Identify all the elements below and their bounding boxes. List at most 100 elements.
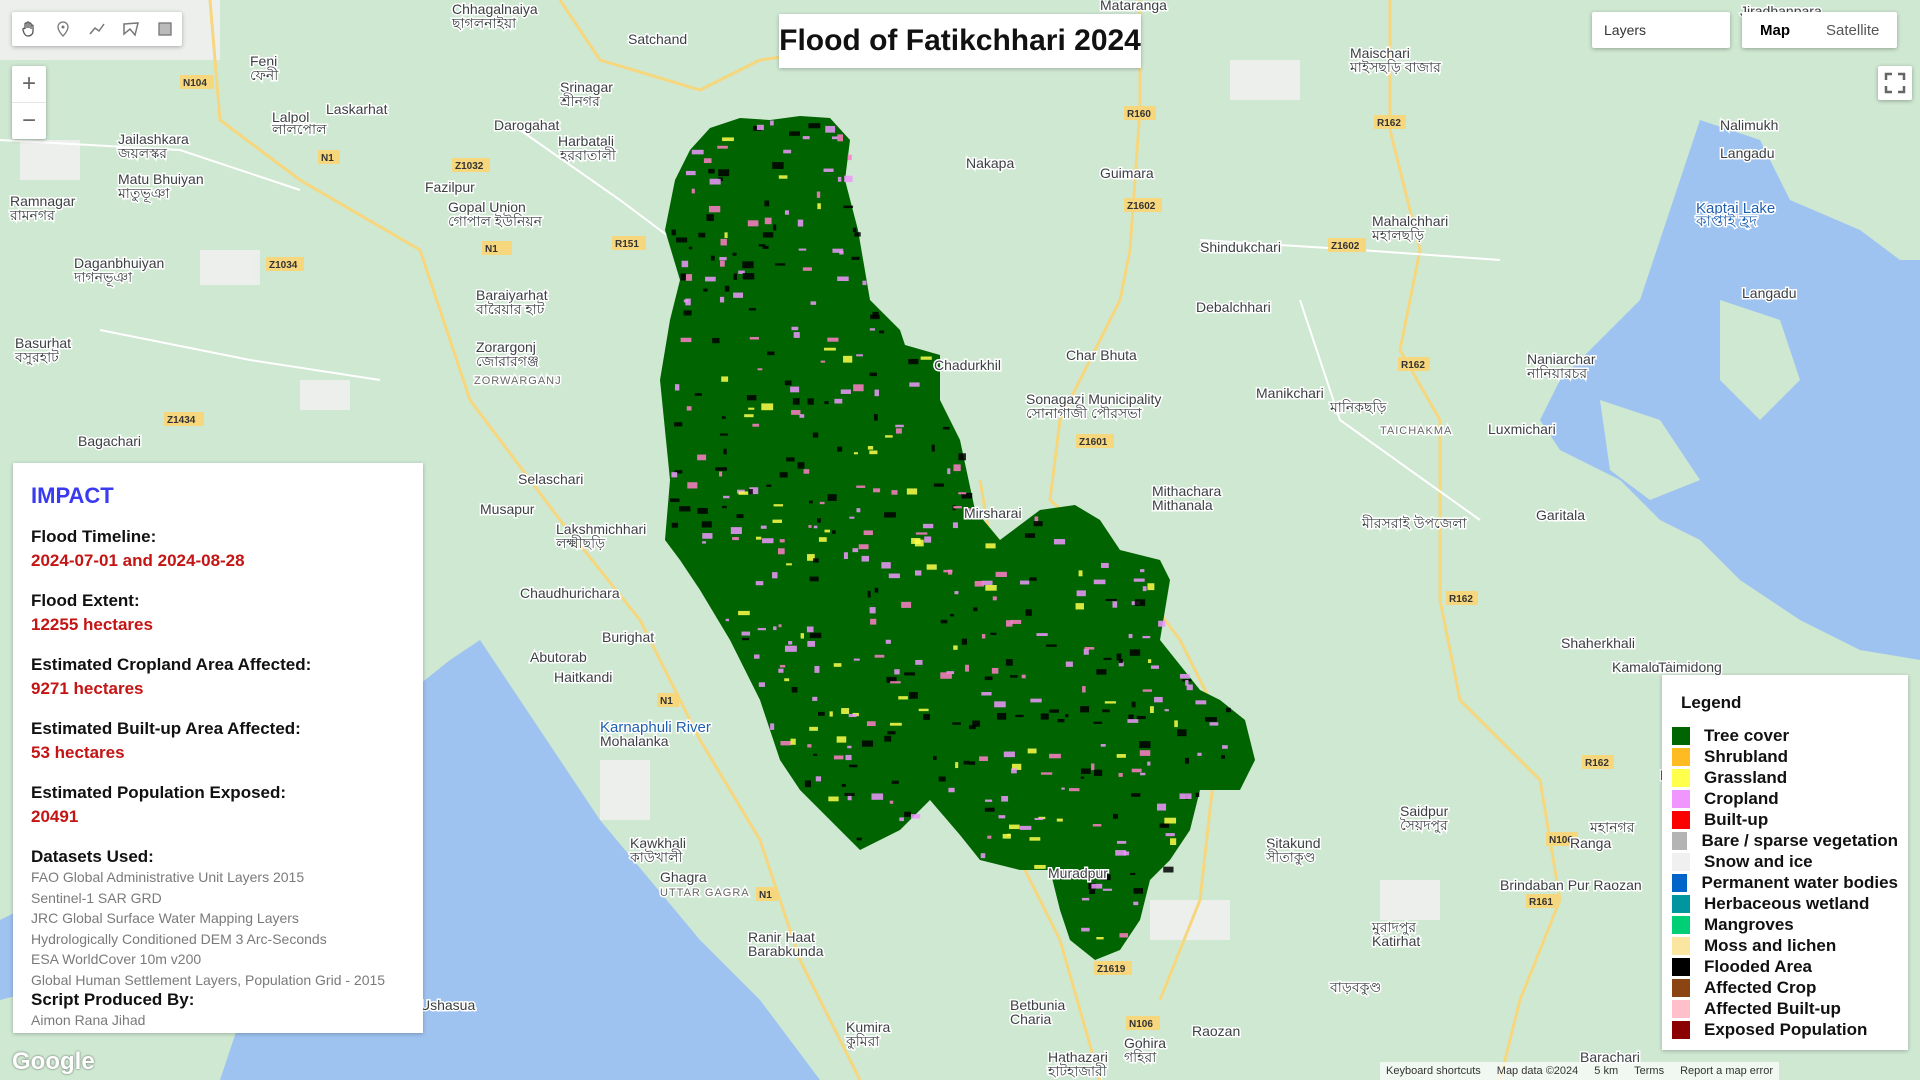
flood-pixel: [920, 356, 932, 360]
flood-pixel: [1100, 874, 1111, 881]
dataset-item: ESA WorldCover 10m v200: [31, 951, 202, 967]
place-label: শ্রীনগর: [559, 93, 600, 109]
svg-text:Z1619: Z1619: [1097, 964, 1126, 975]
flood-pixel: [854, 232, 861, 237]
scale-bar[interactable]: 5 km: [1594, 1065, 1619, 1077]
flood-pixel: [817, 518, 821, 523]
flood-pixel: [791, 686, 798, 693]
flood-pixel: [1142, 635, 1151, 639]
flood-pixel: [786, 457, 795, 462]
flood-pixel: [671, 472, 678, 478]
place-label: Satchand: [628, 31, 687, 47]
place-label: নানিয়ারচর: [1526, 365, 1587, 381]
flood-pixel: [1011, 763, 1022, 770]
impact-item: Flood Extent: 12255 hectares: [31, 591, 405, 635]
terms-link[interactable]: Terms: [1634, 1065, 1665, 1077]
flood-pixel: [918, 708, 929, 712]
flood-pixel: [1076, 590, 1086, 597]
flood-pixel: [809, 632, 822, 639]
flood-pixel: [1101, 562, 1109, 568]
place-label: বাড়বকুণ্ড: [1329, 979, 1381, 996]
flood-pixel: [691, 188, 695, 194]
flood-pixel: [915, 660, 923, 665]
keyboard-shortcuts-link[interactable]: Keyboard shortcuts: [1386, 1065, 1481, 1077]
flood-pixel: [1019, 580, 1030, 585]
flood-pixel: [869, 450, 878, 455]
zoom-in-button[interactable]: +: [21, 70, 36, 97]
fullscreen-button[interactable]: [1878, 66, 1912, 100]
flood-pixel: [1069, 788, 1080, 792]
flood-pixel: [869, 328, 875, 331]
flood-pixel: [772, 162, 784, 169]
flood-pixel: [772, 572, 778, 579]
flood-pixel: [671, 229, 676, 236]
flood-pixel: [948, 787, 955, 793]
layers-dropdown[interactable]: Layers: [1592, 12, 1730, 48]
flood-pixel: [1195, 700, 1207, 705]
flood-pixel: [981, 634, 986, 639]
place-label: Kamaldaha: [1612, 659, 1683, 675]
legend-label: Moss and lichen: [1704, 935, 1837, 955]
flood-pixel: [698, 232, 706, 238]
svg-text:R162: R162: [1449, 594, 1473, 605]
flood-pixel: [931, 444, 935, 452]
flood-pixel: [703, 288, 708, 292]
place-label: Lakshmichhari: [556, 521, 646, 537]
flood-pixel: [800, 633, 804, 639]
flood-pixel: [1177, 729, 1187, 737]
place-label: কুমিরা: [845, 1033, 880, 1050]
map-type-map-button[interactable]: Map: [1760, 21, 1790, 39]
map-type-satellite-button[interactable]: Satellite: [1826, 21, 1880, 39]
flood-pixel: [891, 490, 898, 495]
flood-pixel: [955, 762, 959, 769]
place-label: হরবাতালী: [559, 147, 617, 163]
flood-pixel: [985, 799, 993, 802]
flood-pixel: [793, 332, 800, 338]
flood-pixel: [844, 792, 855, 796]
flood-pixel: [884, 735, 892, 742]
place-label: বারৈয়ার হাট: [475, 301, 545, 317]
flood-pixel: [719, 471, 723, 477]
marker-icon[interactable]: [46, 12, 80, 46]
flood-pixel: [736, 514, 744, 519]
flood-pixel: [691, 149, 704, 155]
flood-pixel: [1116, 840, 1127, 844]
flood-pixel: [1080, 706, 1090, 713]
legend-item: Moss and lichen: [1672, 935, 1898, 956]
flood-pixel: [953, 506, 962, 509]
flood-pixel: [1174, 720, 1178, 728]
place-label: ছাগলনাইয়া: [451, 15, 517, 31]
flood-pixel: [721, 416, 726, 419]
place-label: Haitkandi: [554, 669, 612, 685]
zoom-out-button[interactable]: −: [12, 102, 46, 139]
flood-pixel: [889, 722, 902, 726]
place-label: Barachari: [1580, 1049, 1640, 1065]
flood-pixel: [1082, 686, 1086, 693]
flood-pixel: [784, 678, 790, 682]
rectangle-icon[interactable]: [148, 12, 182, 46]
flood-pixel: [849, 764, 858, 768]
flood-pixel: [1081, 897, 1090, 901]
flood-pixel: [924, 536, 932, 543]
flood-pixel: [705, 276, 716, 282]
flood-pixel: [674, 384, 680, 391]
hand-icon[interactable]: [12, 12, 46, 46]
flood-pixel: [742, 273, 755, 280]
flood-pixel: [985, 584, 997, 591]
dataset-item: Sentinel-1 SAR GRD: [31, 889, 162, 906]
flood-pixel: [749, 336, 759, 340]
flood-pixel: [1179, 793, 1192, 799]
flood-pixel: [1164, 817, 1177, 824]
line-icon[interactable]: [80, 12, 114, 46]
flood-pixel: [958, 492, 967, 495]
flood-pixel: [878, 330, 885, 334]
flood-pixel: [1118, 658, 1123, 664]
flood-pixel: [965, 664, 970, 672]
polygon-icon[interactable]: [114, 12, 148, 46]
flood-pixel: [1139, 750, 1151, 756]
report-error-link[interactable]: Report a map error: [1680, 1065, 1774, 1077]
flood-pixel: [914, 539, 924, 547]
flood-pixel: [720, 260, 725, 267]
flood-pixel: [831, 136, 838, 140]
flood-pixel: [1140, 569, 1145, 573]
